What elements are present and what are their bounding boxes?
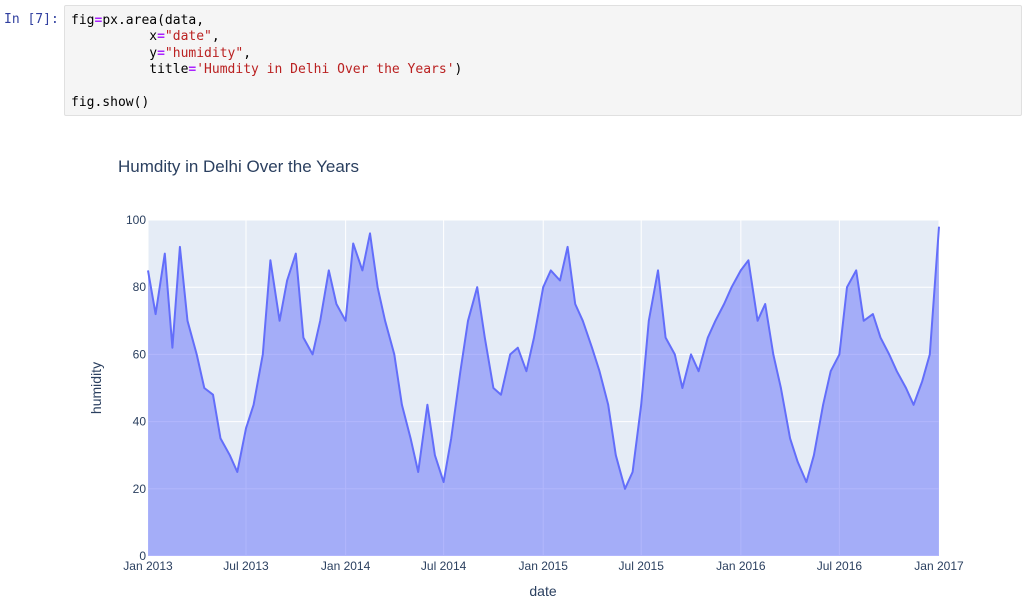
code-line: y="humidity", [71, 46, 1015, 62]
x-axis-ticks: Jan 2013 Jul 2013 Jan 2014 Jul 2014 Jan 2015… [123, 559, 964, 573]
y-tick-label: 60 [133, 347, 147, 361]
x-tick-label: Jan 2013 [123, 559, 173, 573]
y-axis-ticks: 0 20 40 60 80 100 [126, 213, 146, 563]
x-tick-label: Jan 2014 [321, 559, 371, 573]
code-operator: = [188, 62, 197, 78]
code-string: "date" [164, 29, 212, 45]
x-axis-title: date [529, 583, 556, 599]
cell-prompt: In [7]: [4, 12, 59, 27]
code-string: "humidity" [164, 45, 244, 61]
code-text: fig.show() [71, 95, 150, 111]
x-tick-label: Jul 2016 [817, 559, 863, 573]
code-text: , [211, 29, 220, 45]
code-text: px.area(data, [102, 13, 205, 28]
x-tick-label: Jul 2015 [619, 559, 665, 573]
code-line: fig=px.area(data, [71, 13, 1015, 29]
code-text: fig [71, 13, 95, 28]
x-tick-label: Jan 2015 [519, 559, 569, 573]
y-axis-title: humidity [88, 362, 104, 414]
chart-title: Humdity in Delhi Over the Years [118, 157, 359, 176]
y-tick-label: 20 [133, 482, 147, 496]
x-tick-label: Jul 2013 [223, 559, 269, 573]
code-string: 'Humdity in Delhi Over the Years' [196, 62, 455, 78]
code-operator: = [157, 45, 165, 61]
code-line: x="date", [71, 29, 1015, 45]
code-text: ) [454, 62, 463, 78]
code-text: title [71, 62, 189, 78]
code-text: , [243, 45, 252, 61]
area-fill [148, 226, 939, 556]
y-tick-label: 0 [139, 549, 146, 563]
code-block[interactable]: fig=px.area(data, x="date", y="humidity"… [65, 6, 1021, 118]
x-tick-label: Jan 2016 [716, 559, 766, 573]
code-cell[interactable]: fig=px.area(data, x="date", y="humidity"… [64, 5, 1022, 116]
code-operator: = [157, 29, 165, 45]
code-operator: = [94, 13, 103, 28]
code-text: y [71, 45, 158, 61]
code-text: x [71, 29, 158, 45]
y-tick-label: 100 [126, 213, 146, 227]
x-tick-label: Jan 2017 [914, 559, 964, 573]
y-tick-label: 40 [133, 415, 147, 429]
x-tick-label: Jul 2014 [421, 559, 467, 573]
code-line: title='Humdity in Delhi Over the Years') [71, 62, 1015, 78]
area-line [147, 226, 940, 490]
y-tick-label: 80 [133, 280, 147, 294]
code-line: fig.show() [71, 95, 1015, 111]
